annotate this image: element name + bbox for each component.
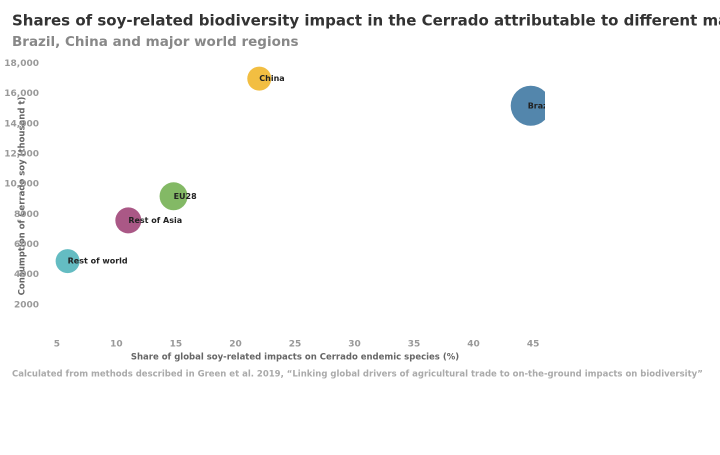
- x-tick-label: 15: [170, 340, 183, 350]
- bubble: [247, 66, 272, 91]
- x-tick-label: 25: [289, 340, 302, 350]
- x-tick-label: 35: [408, 340, 421, 350]
- bubble-label: China: [259, 74, 284, 83]
- chart-subtitle: Brazil, China and major world regions: [12, 34, 299, 50]
- y-tick-label: 10,000: [4, 180, 39, 190]
- y-tick-label: 6000: [14, 240, 39, 250]
- y-tick-label: 16,000: [4, 89, 39, 99]
- bubble-label: Rest of Asia: [128, 216, 182, 225]
- x-tick-label: 20: [229, 340, 242, 350]
- y-axis-title: Consumption of Cerrado soy (thousand t): [18, 97, 28, 296]
- y-tick-label: 4000: [14, 270, 39, 280]
- y-tick-label: 8000: [14, 210, 39, 220]
- source-note: Calculated from methods described in Gre…: [12, 370, 703, 380]
- y-tick-label: 12,000: [4, 150, 39, 160]
- plot-area: China Brazil EU28 Rest of Asia Rest of world: [55, 66, 554, 274]
- y-tick-label: 2000: [14, 300, 39, 310]
- x-tick-label: 45: [527, 340, 540, 350]
- x-tick-label: 5: [54, 340, 60, 350]
- chart-title: Shares of soy-related biodiversity impac…: [12, 12, 720, 30]
- bubble: [510, 85, 545, 126]
- bubble: [159, 182, 188, 211]
- bubble-label: Rest of world: [68, 257, 128, 266]
- bubble: [55, 249, 80, 274]
- x-tick-label: 10: [110, 340, 123, 350]
- bubble: [115, 207, 142, 234]
- bubble-label: EU28: [174, 192, 198, 201]
- y-tick-label: 18,000: [4, 59, 39, 69]
- x-tick-label: 30: [348, 340, 361, 350]
- x-tick-label: 40: [467, 340, 480, 350]
- y-tick-label: 14,000: [4, 119, 39, 129]
- x-axis-title: Share of global soy-related impacts on C…: [131, 353, 459, 363]
- bubble-label: Brazil: [528, 101, 554, 110]
